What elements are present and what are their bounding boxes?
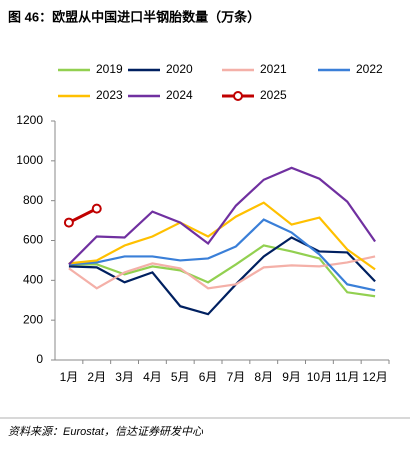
x-tick-label: 10月 [307, 370, 332, 384]
y-tick-label: 800 [23, 193, 43, 207]
series-line [68, 236, 376, 316]
source: 资料来源：Eurostat，信达证券研发中心 [8, 425, 204, 438]
legend-label: 2020 [166, 62, 193, 76]
x-tick-label: 7月 [227, 370, 246, 384]
y-tick-label: 600 [23, 233, 43, 247]
point [63, 217, 74, 228]
legend-label: 2024 [166, 88, 193, 102]
legend-marker [233, 91, 243, 101]
x-tick-label: 5月 [171, 370, 190, 384]
chart-title: 图 46：欧盟从中国进口半钢胎数量（万条） [8, 9, 260, 24]
y-tick-label: 1200 [16, 113, 43, 127]
series-line [68, 207, 98, 224]
series-line [68, 201, 376, 271]
x-tick-label: 6月 [199, 370, 218, 384]
series-line [68, 244, 376, 298]
x-tick-label: 2月 [87, 370, 106, 384]
x-tick-label: 11月 [335, 370, 359, 384]
x-tick-label: 4月 [143, 370, 162, 384]
legend-label: 2023 [96, 88, 123, 102]
y-tick-label: 200 [23, 312, 43, 326]
series-line [68, 255, 376, 290]
series-line [68, 218, 376, 292]
legend-label: 2019 [96, 62, 123, 76]
legend-label: 2025 [260, 88, 287, 102]
y-tick-label: 1000 [16, 153, 43, 167]
x-tick-label: 12月 [362, 370, 387, 384]
legend-label: 2021 [260, 62, 287, 76]
y-tick-label: 0 [36, 352, 43, 366]
point [91, 203, 102, 214]
y-tick-label: 400 [23, 273, 43, 287]
x-tick-label: 8月 [254, 370, 273, 384]
x-tick-label: 9月 [282, 370, 301, 384]
x-tick-label: 3月 [115, 370, 134, 384]
series-line [68, 166, 376, 266]
x-tick-label: 1月 [60, 370, 79, 384]
legend-label: 2022 [356, 62, 383, 76]
